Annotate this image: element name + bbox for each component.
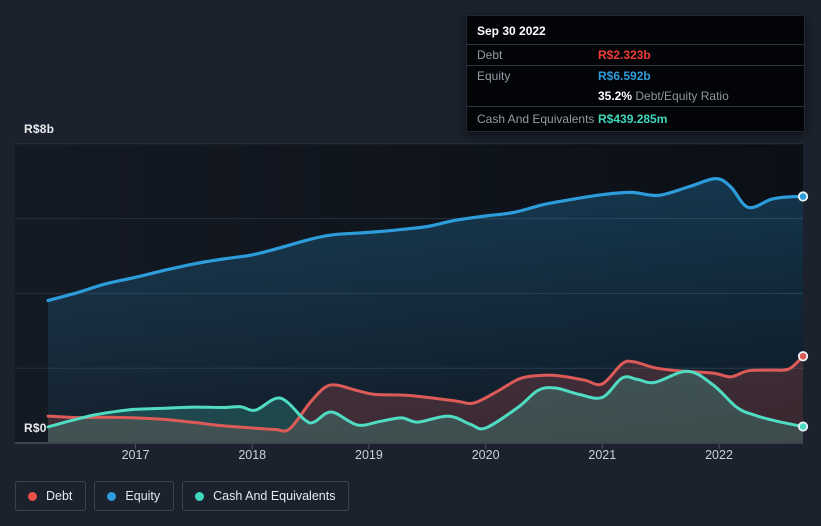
x-axis-label-2021: 2021 <box>588 448 617 462</box>
tooltip-equity-row: Equity R$6.592b <box>467 66 804 86</box>
tooltip-divider <box>467 65 804 66</box>
tooltip-debt-value: R$2.323b <box>598 48 651 62</box>
tooltip-cash-label: Cash And Equivalents <box>477 112 595 126</box>
legend-dot-equity <box>107 491 117 501</box>
legend-dot-debt <box>28 491 37 501</box>
y-axis-label-bottom: R$0 <box>24 421 47 435</box>
tooltip-ratio-value: 35.2% <box>598 89 633 103</box>
tooltip-divider <box>467 106 804 107</box>
tooltip-date: Sep 30 2022 <box>477 24 546 38</box>
legend-label-debt: Debt <box>46 489 73 503</box>
chart-tooltip: Sep 30 2022 Debt R$2.323b Equity R$6.592… <box>466 15 805 132</box>
tooltip-ratio-row: 35.2% Debt/Equity Ratio <box>467 86 804 106</box>
debt-area <box>48 356 803 443</box>
legend-dot-cash <box>195 491 205 501</box>
legend-item-cash[interactable]: Cash And Equivalents <box>182 481 350 511</box>
chart-legend: Debt Equity Cash And Equivalents <box>15 481 350 511</box>
x-axis-label-2022: 2022 <box>705 448 733 462</box>
x-axis-label-2019: 2019 <box>355 448 383 462</box>
x-axis-labels: 2017 2018 2019 2020 2021 2022 <box>0 448 821 464</box>
tooltip-cash-row: Cash And Equivalents R$439.285m <box>467 107 804 131</box>
x-axis-label-2018: 2018 <box>238 448 267 462</box>
tooltip-divider <box>467 44 804 45</box>
equity-area <box>48 178 803 443</box>
y-axis-label-top: R$8b <box>24 122 55 136</box>
tooltip-cash-value: R$439.285m <box>598 112 668 126</box>
tooltip-ratio-label: Debt/Equity Ratio <box>635 89 729 103</box>
legend-item-debt[interactable]: Debt <box>15 481 87 511</box>
cash-line <box>46 369 805 431</box>
legend-label-equity: Equity <box>125 489 161 503</box>
legend-item-equity[interactable]: Equity <box>94 481 175 511</box>
x-axis-label-2017: 2017 <box>121 448 150 462</box>
tooltip-debt-row: Debt R$2.323b <box>467 45 804 65</box>
tooltip-equity-label: Equity <box>477 69 511 83</box>
equity-endpoint-marker <box>797 191 809 202</box>
x-axis-label-2020: 2020 <box>471 448 500 462</box>
debt-endpoint-marker <box>797 351 809 362</box>
tooltip-debt-label: Debt <box>477 48 503 62</box>
tooltip-equity-value: R$6.592b <box>598 69 651 83</box>
cash-endpoint-marker <box>797 421 809 432</box>
legend-label-cash: Cash And Equivalents <box>213 489 336 503</box>
cash-area <box>48 371 803 443</box>
equity-line <box>46 176 805 303</box>
